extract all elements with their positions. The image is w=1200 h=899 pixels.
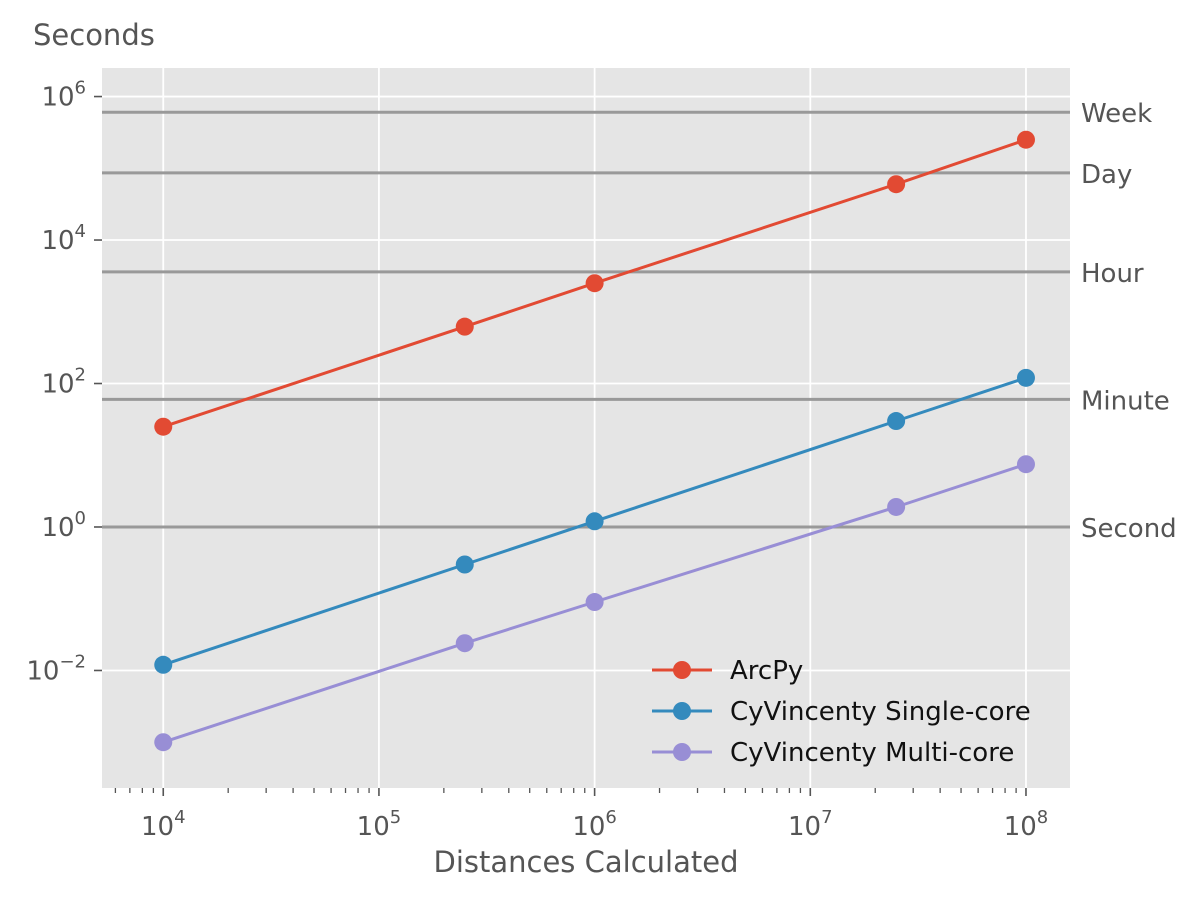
y-tick-base: 10 <box>41 83 74 113</box>
data-point <box>887 175 906 194</box>
reference-line-label: Hour <box>1081 259 1144 289</box>
x-tick-base: 10 <box>1004 812 1037 842</box>
y-tick-label: 106 <box>41 78 86 113</box>
y-tick-label: 100 <box>41 508 86 543</box>
data-point <box>1016 130 1035 149</box>
reference-line-label: Minute <box>1081 386 1170 416</box>
x-tick-exponent: 6 <box>605 807 616 828</box>
y-tick-exponent: 0 <box>75 508 86 529</box>
y-tick-label: 104 <box>41 221 86 256</box>
reference-line-label: Second <box>1081 514 1177 544</box>
x-tick-base: 10 <box>788 812 821 842</box>
y-tick-base: 10 <box>41 513 74 543</box>
legend-marker <box>673 661 691 679</box>
y-tick-base: 10 <box>26 656 59 686</box>
data-point <box>887 497 906 516</box>
reference-lines: Week Day Hour Minute Second <box>102 99 1177 544</box>
x-tick-base: 10 <box>141 812 174 842</box>
data-point <box>154 417 173 436</box>
legend-marker <box>673 702 691 720</box>
x-tick-exponent: 4 <box>174 807 185 828</box>
data-point <box>887 412 906 431</box>
data-point <box>154 655 173 674</box>
data-point <box>585 274 604 293</box>
x-tick-label: 105 <box>357 807 402 842</box>
y-tick-exponent: −2 <box>59 651 86 672</box>
y-axis-title: Seconds <box>33 18 155 52</box>
data-point <box>1016 368 1035 387</box>
y-tick-base: 10 <box>41 226 74 256</box>
x-tick-exponent: 7 <box>821 807 832 828</box>
y-tick-exponent: 6 <box>75 78 86 99</box>
legend-label: CyVincenty Single-core <box>730 697 1031 727</box>
x-axis-title: Distances Calculated <box>434 845 739 879</box>
data-point <box>154 733 173 752</box>
x-axis-ticks: 104 105 106 107 108 <box>141 788 1048 842</box>
y-tick-label: 10−2 <box>26 651 86 686</box>
data-point <box>585 512 604 531</box>
minor-x-ticks <box>114 788 1017 793</box>
data-point <box>1016 455 1035 474</box>
legend-label: ArcPy <box>730 656 803 686</box>
x-tick-exponent: 8 <box>1037 807 1048 828</box>
data-point <box>455 634 474 653</box>
legend-marker <box>673 743 691 761</box>
x-tick-label: 107 <box>788 807 833 842</box>
y-tick-exponent: 4 <box>75 221 86 242</box>
reference-line-label: Week <box>1081 99 1152 129</box>
x-tick-exponent: 5 <box>390 807 401 828</box>
x-tick-label: 106 <box>572 807 617 842</box>
x-tick-base: 10 <box>357 812 390 842</box>
reference-line-label: Day <box>1081 160 1132 190</box>
plot-background <box>102 68 1070 788</box>
legend: ArcPy CyVincenty Single-core CyVincenty Mu… <box>652 656 1031 768</box>
series-group <box>154 130 1035 752</box>
y-tick-base: 10 <box>41 370 74 400</box>
y-tick-label: 102 <box>41 365 86 400</box>
legend-label: CyVincenty Multi-core <box>730 738 1014 768</box>
x-tick-label: 108 <box>1004 807 1049 842</box>
y-tick-exponent: 2 <box>75 365 86 386</box>
data-point <box>585 593 604 612</box>
x-tick-base: 10 <box>572 812 605 842</box>
data-point <box>455 317 474 336</box>
x-tick-label: 104 <box>141 807 186 842</box>
data-point <box>455 555 474 574</box>
